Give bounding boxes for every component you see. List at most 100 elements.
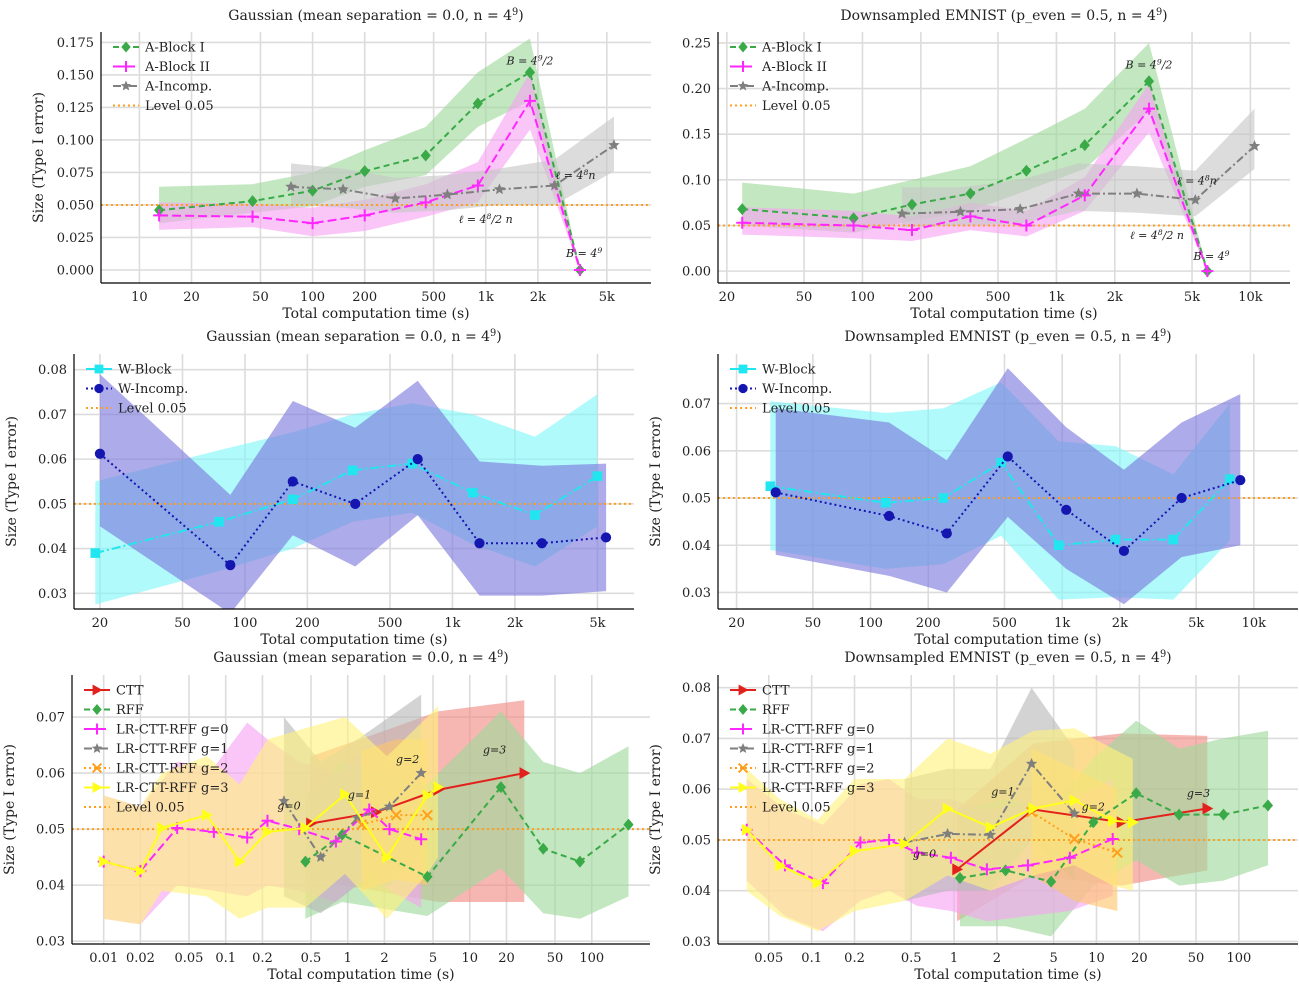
y-tick-label: 0.04 <box>682 884 711 899</box>
series-line-w-incomp- <box>775 455 1241 553</box>
x-tick-label: 2k <box>530 290 546 305</box>
point-lr-ctt-rff-g-0 <box>980 863 993 876</box>
y-tick-label: 0.05 <box>682 492 711 507</box>
chart-title: Downsampled EMNIST (p_even = 0.5, n = 49… <box>840 7 1167 25</box>
point-lr-ctt-rff-g-3 <box>1028 802 1040 815</box>
x-tick-label: 5 <box>429 951 437 966</box>
legend-item: A-Incomp. <box>730 80 829 95</box>
annotation: g=2 <box>396 753 419 766</box>
legend-marker <box>738 782 749 793</box>
point-lr-ctt-rff-g-1 <box>941 827 954 839</box>
point-rff <box>422 870 433 883</box>
x-tick-label: 50 <box>796 290 813 305</box>
legend-marker <box>737 723 749 735</box>
y-tick-label: 0.05 <box>682 219 711 234</box>
point-lr-ctt-rff-g-1 <box>415 767 427 778</box>
point-ctt <box>1202 802 1214 815</box>
x-tick-label: 1k <box>1054 616 1070 631</box>
series-line-a-block-i <box>742 79 1209 272</box>
point-lr-ctt-rff-g-3 <box>382 851 394 864</box>
point-lr-ctt-rff-g-2 <box>421 809 433 821</box>
point-a-incomp- <box>954 205 967 217</box>
point-w-incomp- <box>225 560 236 571</box>
x-tick-label: 500 <box>378 616 403 631</box>
y-tick-label: 0.07 <box>682 397 711 412</box>
annotation: g=1 <box>348 788 371 801</box>
point-w-block <box>90 548 101 558</box>
point-lr-ctt-rff-g-3 <box>849 845 861 858</box>
point-lr-ctt-rff-g-3 <box>202 809 213 822</box>
point-w-incomp- <box>412 454 423 465</box>
x-tick-label: 10 <box>131 290 148 305</box>
point-w-block <box>530 510 540 520</box>
x-tick-label: 50 <box>547 951 564 966</box>
x-tick-label: 100 <box>233 616 258 631</box>
x-tick-label: 0.2 <box>844 951 865 966</box>
x-tick-label: 1k <box>444 616 460 631</box>
point-rff <box>538 842 549 855</box>
point-a-block-i <box>524 66 536 79</box>
legend-marker <box>737 61 749 72</box>
legend-item: LR-CTT-RFF g=2 <box>730 762 875 777</box>
point-a-block-ii <box>471 179 484 192</box>
point-lr-ctt-rff-g-3 <box>812 877 824 890</box>
point-a-incomp- <box>441 188 454 200</box>
band-lr-ctt-rff-g-3 <box>103 705 439 925</box>
point-a-block-i <box>1079 139 1090 152</box>
legend-marker <box>92 704 102 715</box>
annotation: ℓ = 48/2 n <box>459 212 513 227</box>
point-rff <box>623 818 634 831</box>
legend-item: LR-CTT-RFF g=0 <box>84 723 229 738</box>
point-lr-ctt-rff-g-3 <box>942 802 954 815</box>
legend-label: LR-CTT-RFF g=2 <box>116 762 229 777</box>
x-tick-label: 0.1 <box>215 951 236 966</box>
point-lr-ctt-rff-g-3 <box>985 821 997 834</box>
plot-area <box>101 38 651 276</box>
legend-item: LR-CTT-RFF g=1 <box>730 742 875 757</box>
series-line-lr-ctt-rff-g-0 <box>103 808 422 873</box>
legend-label: A-Block I <box>144 41 205 56</box>
y-tick-label: 0.07 <box>682 732 711 747</box>
legend-label: LR-CTT-RFF g=1 <box>116 742 229 757</box>
x-tick-label: 10 <box>461 951 478 966</box>
point-rff <box>495 781 507 794</box>
point-lr-ctt-rff-g-0 <box>883 833 896 846</box>
panel-2: B = 49/2 ℓ = 48n ℓ = 48/2 n B = 49 20 50 100 20… <box>682 7 1290 322</box>
y-tick-label: 0.08 <box>38 363 67 378</box>
y-tick-label: 0.10 <box>682 173 711 188</box>
point-lr-ctt-rff-g-3 <box>300 821 312 834</box>
point-w-incomp- <box>1061 504 1072 515</box>
point-lr-ctt-rff-g-2 <box>1068 833 1080 845</box>
point-lr-ctt-rff-g-0 <box>1021 859 1034 872</box>
band-a-incomp- <box>291 116 614 213</box>
point-a-block-ii <box>1201 265 1214 278</box>
point-w-block <box>347 465 358 476</box>
point-lr-ctt-rff-g-3 <box>98 855 110 868</box>
x-tick-label: 5k <box>1188 616 1204 631</box>
plot-area <box>718 368 1298 605</box>
point-w-incomp- <box>1176 492 1187 504</box>
y-tick-label: 0.03 <box>38 587 67 602</box>
point-w-block <box>592 471 603 481</box>
annotation: g=2 <box>1082 801 1105 814</box>
point-lr-ctt-rff-g-1 <box>314 851 327 862</box>
legend-label: W-Block <box>762 363 816 378</box>
point-a-block-ii <box>905 224 918 237</box>
point-a-block-ii <box>847 219 860 232</box>
point-lr-ctt-rff-g-2 <box>390 809 402 821</box>
x-tick-label: 50 <box>174 616 191 631</box>
series-line-w-block <box>770 461 1231 547</box>
legend-label: A-Block I <box>761 41 822 56</box>
point-a-block-i <box>1143 75 1155 88</box>
y-tick-label: 0.000 <box>57 263 94 278</box>
annotation: B = 49/2 <box>1125 57 1173 72</box>
y-axis-label: Size (Type I error) <box>2 744 18 875</box>
point-a-incomp- <box>337 183 349 195</box>
point-lr-ctt-rff-g-3 <box>422 789 434 802</box>
legend-item: LR-CTT-RFF g=2 <box>84 762 229 777</box>
legend-item: Level 0.05 <box>730 402 831 417</box>
legend-marker <box>91 762 103 774</box>
legend-label: W-Incomp. <box>118 382 188 397</box>
legend-item: LR-CTT-RFF g=0 <box>730 723 875 738</box>
legend-label: Level 0.05 <box>145 99 214 114</box>
